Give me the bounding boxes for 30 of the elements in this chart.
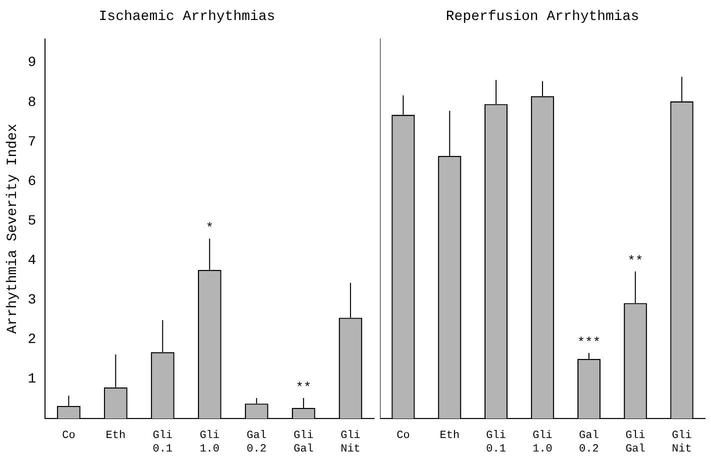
annotation: ** bbox=[628, 253, 644, 268]
y-tick-label: 8 bbox=[28, 94, 36, 111]
y-tick-label: 7 bbox=[28, 134, 36, 150]
x-tick-label: Gal 0.2 bbox=[246, 430, 266, 456]
x-tick-label: Eth bbox=[106, 430, 126, 442]
y-tick-label: 2 bbox=[28, 332, 36, 348]
x-tick-label: Gli 0.1 bbox=[486, 430, 506, 456]
x-tick-label: Gli 1.0 bbox=[532, 430, 553, 456]
x-tick-label: Gli Gal bbox=[294, 430, 314, 456]
annotation: * bbox=[206, 220, 214, 236]
annotation: *** bbox=[577, 334, 601, 350]
x-tick-label: Gli Nit bbox=[672, 430, 692, 456]
x-tick-label: Gli 0.1 bbox=[152, 430, 173, 456]
x-tick-label: Co bbox=[396, 430, 410, 442]
y-tick-label: 9 bbox=[28, 55, 36, 72]
y-axis-title: Arrhythmia Severity Index bbox=[5, 124, 22, 334]
x-tick-label: Eth bbox=[440, 430, 460, 442]
annotation: ** bbox=[296, 380, 312, 395]
y-tick-label: 3 bbox=[28, 292, 36, 309]
chart-title: Ischaemic Arrhythmias bbox=[98, 9, 276, 26]
chart-title: Reperfusion Arrhythmias bbox=[446, 9, 640, 26]
x-tick-label: Gli 1.0 bbox=[200, 430, 220, 456]
y-tick-label: 5 bbox=[28, 213, 36, 230]
x-tick-label: Gal 0.2 bbox=[579, 430, 599, 456]
y-tick-label: 4 bbox=[28, 253, 36, 270]
x-tick-label: Gli Gal bbox=[625, 430, 646, 456]
y-tick-label: 1 bbox=[28, 372, 36, 388]
y-tick-label: 6 bbox=[28, 174, 36, 190]
x-tick-label: Gli Nit bbox=[340, 430, 361, 456]
x-tick-label: Co bbox=[62, 430, 76, 442]
